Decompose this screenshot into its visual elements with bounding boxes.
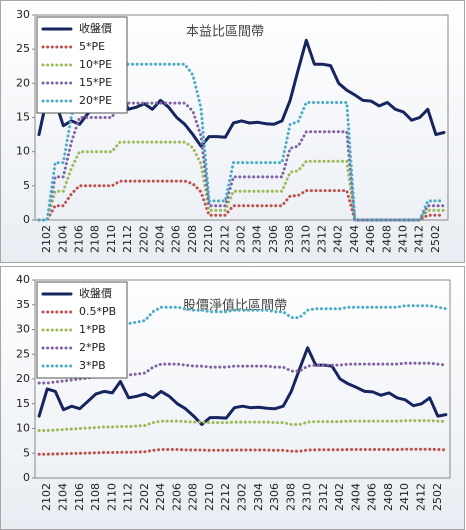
y-tick-label: 5 xyxy=(23,179,30,192)
x-tick-label: 2406 xyxy=(366,483,379,511)
x-tick-label: 2312 xyxy=(315,225,328,253)
x-tick-label: 2212 xyxy=(219,483,232,511)
y-tick-label: 5 xyxy=(23,446,30,459)
x-tick-label: 2304 xyxy=(252,483,265,511)
x-tick-label: 2306 xyxy=(267,225,280,253)
x-tick-label: 2308 xyxy=(284,483,297,511)
x-tick-label: 2204 xyxy=(154,225,167,253)
x-tick-label: 2408 xyxy=(382,483,395,511)
y-tick-label: 0 xyxy=(23,213,30,226)
x-tick-label: 2102 xyxy=(40,225,53,253)
legend-label: 15*PE xyxy=(79,76,112,89)
y-tick-label: 30 xyxy=(16,323,30,336)
chart-title: 本益比區間帶 xyxy=(186,25,264,40)
x-tick-label: 2104 xyxy=(56,483,69,511)
x-tick-label: 2202 xyxy=(138,483,151,511)
x-tick-label: 2310 xyxy=(299,225,312,253)
x-tick-label: 2302 xyxy=(235,225,248,253)
x-tick-label: 2112 xyxy=(122,483,135,511)
x-tick-label: 2102 xyxy=(40,483,53,511)
x-tick-label: 2206 xyxy=(170,225,183,253)
x-tick-label: 2212 xyxy=(218,225,231,253)
x-tick-label: 2108 xyxy=(89,225,102,253)
series-line xyxy=(37,447,448,456)
x-tick-label: 2404 xyxy=(349,483,362,511)
x-tick-label: 2410 xyxy=(396,225,409,253)
legend-label: 2*PB xyxy=(79,341,106,354)
y-tick-label: 35 xyxy=(16,298,30,311)
y-tick-label: 10 xyxy=(16,145,30,158)
y-tick-label: 10 xyxy=(16,422,30,435)
series-line xyxy=(37,346,448,426)
x-tick-label: 2106 xyxy=(73,483,86,511)
x-tick-label: 2202 xyxy=(137,225,150,253)
y-tick-label: 20 xyxy=(16,372,30,385)
y-tick-label: 15 xyxy=(16,397,30,410)
x-tick-label: 2408 xyxy=(380,225,393,253)
legend-label: 5*PE xyxy=(79,40,105,53)
y-tick-label: 20 xyxy=(16,76,30,89)
x-tick-label: 2406 xyxy=(364,225,377,253)
x-tick-label: 2110 xyxy=(105,225,118,253)
x-tick-label: 2104 xyxy=(56,225,69,253)
x-tick-label: 2412 xyxy=(413,225,426,253)
x-tick-label: 2106 xyxy=(73,225,86,253)
series-line xyxy=(37,101,446,222)
y-tick-label: 30 xyxy=(16,8,30,21)
x-tick-label: 2502 xyxy=(429,225,442,253)
x-tick-label: 2108 xyxy=(89,483,102,511)
x-tick-label: 2304 xyxy=(251,225,264,253)
y-tick-label: 15 xyxy=(16,111,30,124)
y-tick-label: 25 xyxy=(16,347,30,360)
y-tick-label: 25 xyxy=(16,42,30,55)
legend-label: 20*PE xyxy=(79,94,112,107)
x-tick-label: 2312 xyxy=(317,483,330,511)
x-tick-label: 2210 xyxy=(203,483,216,511)
legend-label: 0.5*PB xyxy=(79,305,116,318)
legend-label: 收盤價 xyxy=(79,286,112,300)
series-line xyxy=(37,140,446,222)
legend-label: 10*PE xyxy=(79,58,112,71)
x-tick-label: 2208 xyxy=(187,483,200,511)
x-tick-label: 2204 xyxy=(154,483,167,511)
x-tick-label: 2502 xyxy=(431,483,444,511)
x-tick-label: 2402 xyxy=(332,225,345,253)
y-tick-label: 0 xyxy=(23,471,30,484)
x-tick-label: 2306 xyxy=(268,483,281,511)
legend-label: 收盤價 xyxy=(79,21,112,35)
series-line xyxy=(37,419,448,432)
series-line xyxy=(37,62,446,222)
x-tick-label: 2402 xyxy=(333,483,346,511)
x-tick-label: 2206 xyxy=(170,483,183,511)
x-tick-label: 2110 xyxy=(105,483,118,511)
y-tick-label: 40 xyxy=(16,273,30,286)
x-tick-label: 2210 xyxy=(202,225,215,253)
x-tick-label: 2302 xyxy=(236,483,249,511)
x-tick-label: 2308 xyxy=(283,225,296,253)
x-tick-label: 2404 xyxy=(348,225,361,253)
x-tick-label: 2310 xyxy=(301,483,314,511)
x-tick-label: 2208 xyxy=(186,225,199,253)
x-tick-label: 2410 xyxy=(398,483,411,511)
legend-label: 3*PB xyxy=(79,359,106,372)
x-tick-label: 2412 xyxy=(415,483,428,511)
x-tick-label: 2112 xyxy=(121,225,134,253)
legend-label: 1*PB xyxy=(79,323,106,336)
